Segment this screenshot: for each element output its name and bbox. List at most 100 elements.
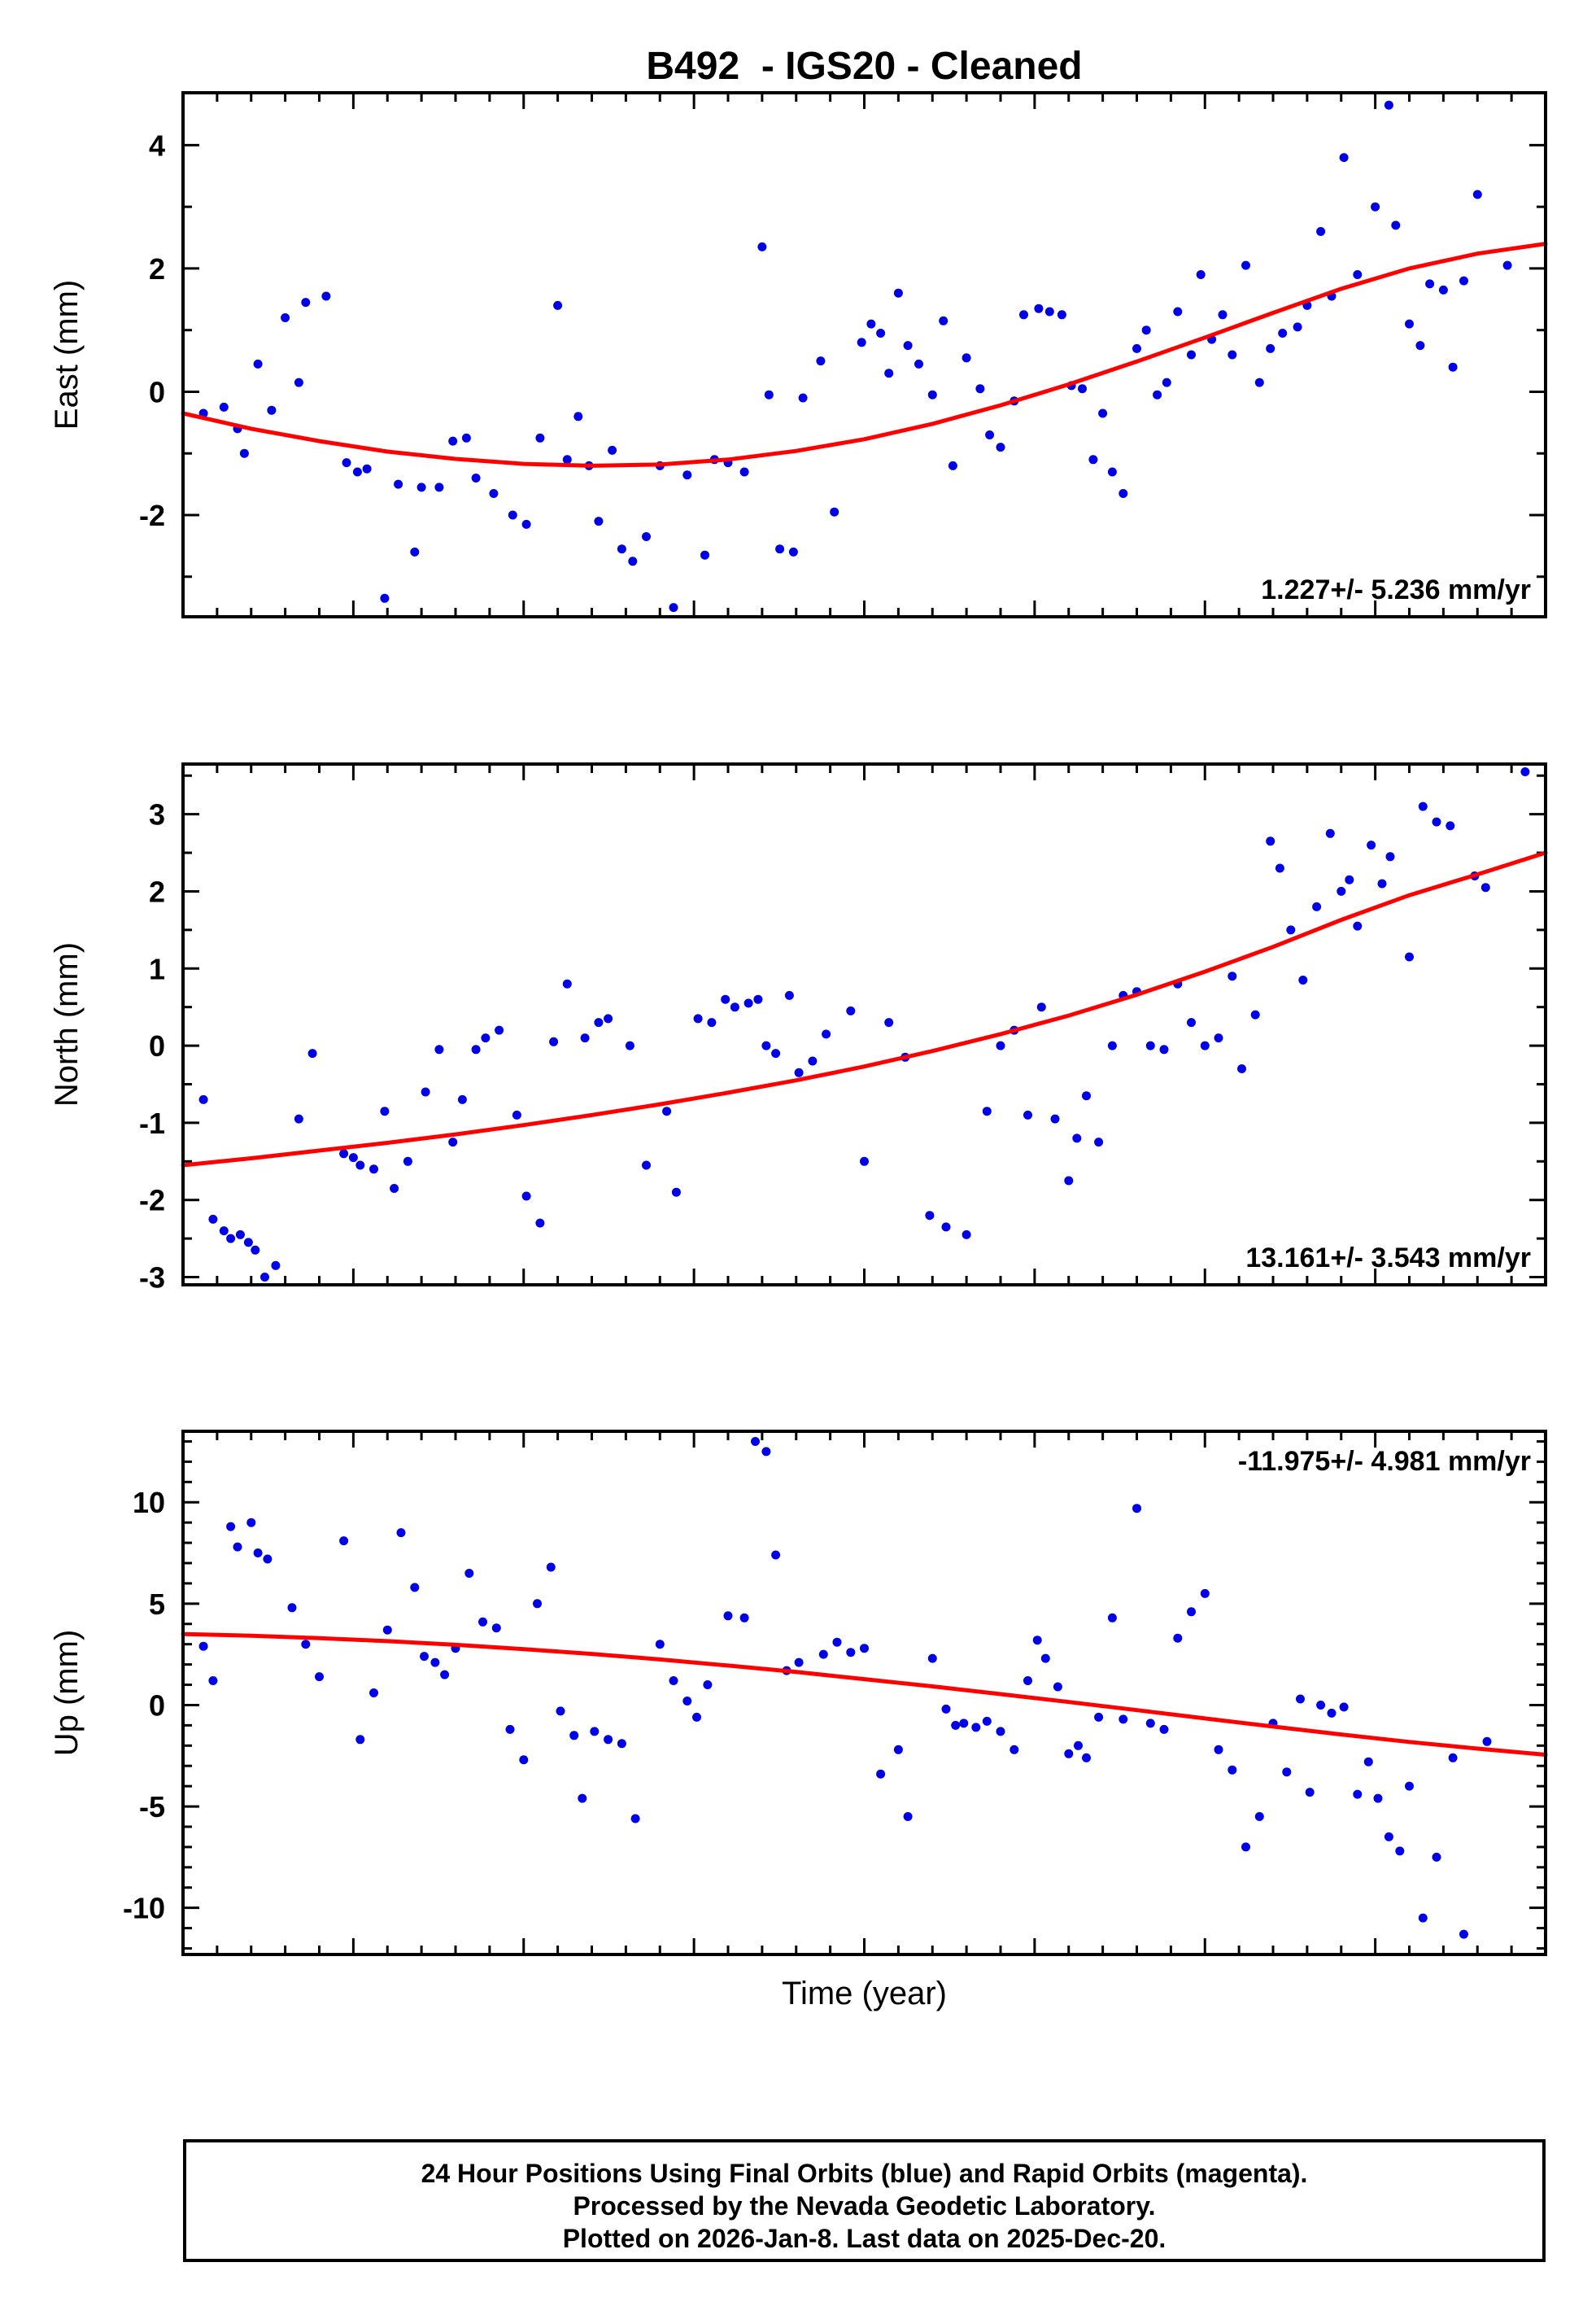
data-point	[556, 1706, 565, 1716]
data-point	[1040, 1653, 1050, 1663]
data-point	[996, 1041, 1005, 1050]
data-point	[1141, 325, 1151, 335]
trend-line	[181, 242, 1548, 468]
data-point	[198, 1641, 208, 1651]
data-point	[1241, 260, 1250, 270]
data-point	[1298, 976, 1308, 985]
data-point	[448, 1138, 458, 1147]
y-tick-label: -3	[139, 1261, 165, 1295]
data-point	[1327, 1708, 1337, 1718]
data-point	[1228, 350, 1237, 360]
data-point	[630, 1814, 640, 1823]
data-point	[1337, 886, 1346, 896]
data-point	[1173, 307, 1183, 317]
data-point	[1446, 821, 1455, 831]
data-point	[1200, 1588, 1210, 1598]
data-point	[569, 1731, 579, 1740]
data-point	[578, 1793, 587, 1803]
x-axis-title: Time (year)	[782, 1976, 947, 2011]
data-point	[962, 1229, 971, 1239]
data-point	[1050, 1114, 1060, 1124]
data-point	[1278, 329, 1288, 338]
data-point	[505, 1724, 515, 1734]
data-point	[692, 1712, 701, 1722]
data-point	[721, 994, 730, 1004]
data-point	[294, 1114, 303, 1124]
data-point	[753, 994, 763, 1004]
data-point	[1107, 1041, 1117, 1050]
data-point	[1296, 1694, 1305, 1704]
data-point	[562, 455, 572, 465]
data-point	[380, 593, 390, 603]
data-point	[1418, 1913, 1428, 1923]
data-point	[410, 1583, 420, 1592]
data-point	[521, 519, 531, 529]
data-point	[893, 288, 903, 298]
data-point	[594, 1018, 604, 1028]
data-point	[1391, 221, 1401, 230]
data-point	[1266, 836, 1275, 846]
data-point	[535, 1218, 545, 1228]
data-point	[260, 1273, 269, 1282]
data-point	[1415, 341, 1425, 351]
data-point	[730, 1002, 739, 1012]
data-point	[362, 464, 372, 474]
y-tick-label: 10	[133, 1486, 165, 1519]
data-point	[512, 1110, 521, 1120]
data-point	[1145, 1041, 1155, 1050]
data-point	[628, 557, 638, 566]
data-point	[1459, 276, 1468, 286]
data-point	[580, 1033, 590, 1043]
data-point	[860, 1644, 869, 1653]
data-point	[1353, 921, 1363, 931]
y-tick-label: 0	[149, 1688, 165, 1722]
data-point	[246, 1518, 256, 1527]
data-point	[1044, 307, 1054, 317]
data-point	[1353, 1789, 1363, 1799]
data-point	[1432, 1852, 1441, 1862]
data-point	[382, 1625, 392, 1635]
data-point	[553, 300, 563, 310]
data-point	[1228, 972, 1237, 981]
data-point	[1384, 1832, 1393, 1841]
y-tick-label: -5	[139, 1790, 165, 1823]
y-tick-label: -2	[139, 499, 165, 532]
data-point	[996, 443, 1005, 452]
data-point	[1363, 1757, 1373, 1767]
data-point	[959, 1719, 969, 1728]
data-point	[884, 369, 894, 378]
panel-border	[181, 1430, 1547, 1956]
data-point	[743, 998, 753, 1008]
data-point	[846, 1648, 856, 1657]
data-point	[941, 1222, 951, 1232]
data-point	[1480, 883, 1490, 893]
data-point	[1482, 1736, 1492, 1746]
data-point	[1187, 1018, 1196, 1028]
data-point	[1214, 1033, 1223, 1043]
y-tick-label: 1	[149, 952, 165, 985]
data-point	[590, 1727, 600, 1736]
data-point	[243, 1238, 253, 1247]
data-point	[1520, 767, 1530, 776]
data-point	[491, 1623, 501, 1633]
data-point	[1502, 260, 1512, 270]
data-point	[301, 298, 311, 308]
data-point	[1254, 378, 1264, 387]
data-point	[1187, 350, 1196, 360]
data-point	[617, 544, 626, 554]
data-point	[281, 313, 290, 322]
data-point	[893, 1745, 903, 1754]
data-point	[1023, 1676, 1032, 1685]
caption-line-2: Processed by the Nevada Geodetic Laborat…	[573, 2191, 1156, 2221]
data-point	[1064, 1749, 1074, 1758]
rate-annotation: 13.161+/- 3.543 mm/yr	[1245, 1243, 1531, 1273]
data-point	[771, 1049, 781, 1059]
data-point	[996, 1727, 1005, 1736]
data-point	[1405, 952, 1414, 962]
data-point	[1438, 285, 1448, 295]
data-point	[857, 338, 866, 347]
data-point	[430, 1657, 440, 1667]
data-point	[903, 341, 913, 351]
data-point	[301, 1640, 311, 1649]
trend-line	[181, 1631, 1548, 1757]
